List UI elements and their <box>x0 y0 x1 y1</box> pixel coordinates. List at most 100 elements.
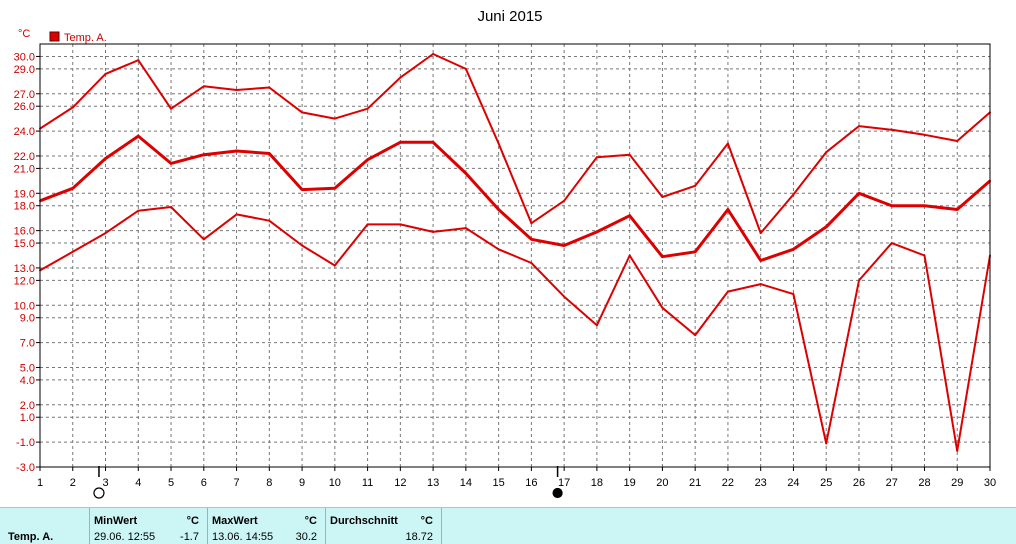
data-point-min <box>301 244 304 247</box>
x-tick-label: 4 <box>135 477 141 489</box>
data-point-min <box>857 279 860 282</box>
data-point-mean <box>628 214 631 217</box>
chart-title: Juni 2015 <box>477 8 542 25</box>
y-tick-label: -3.0 <box>16 462 35 474</box>
data-point-min <box>923 254 926 257</box>
y-tick-label: 19.0 <box>14 188 35 200</box>
min-value: -1.7 <box>180 531 199 543</box>
y-tick-label: 4.0 <box>20 375 35 387</box>
x-tick-label: 26 <box>853 477 865 489</box>
data-point-max <box>104 72 107 75</box>
data-point-max <box>628 153 631 156</box>
moon-markers <box>93 466 563 499</box>
y-axis-unit: °C <box>18 28 30 40</box>
y-tick-label: 24.0 <box>14 126 35 138</box>
data-point-min <box>792 293 795 296</box>
data-point-max <box>890 128 893 131</box>
data-point-max <box>694 184 697 187</box>
data-point-min <box>726 290 729 293</box>
max-unit: °C <box>304 515 317 527</box>
x-tick-label: 12 <box>394 477 406 489</box>
data-point-min <box>694 334 697 337</box>
data-point-min <box>170 205 173 208</box>
y-tick-label: 7.0 <box>20 338 35 350</box>
y-tick-label: 13.0 <box>14 263 35 275</box>
avg-value: 18.72 <box>405 531 433 543</box>
x-tick-label: 15 <box>492 477 504 489</box>
y-tick-label: 5.0 <box>20 362 35 374</box>
data-point-min <box>432 230 435 233</box>
y-tick-label: 10.0 <box>14 300 35 312</box>
data-point-mean <box>563 244 566 247</box>
data-point-min <box>595 324 598 327</box>
x-tick-label: 14 <box>460 477 472 489</box>
data-point-mean <box>497 208 500 211</box>
data-point-min <box>268 219 271 222</box>
statistics-bar: Temp. A. MinWert °C 29.06. 12:55 -1.7 Ma… <box>0 507 1016 544</box>
y-tick-label: 12.0 <box>14 275 35 287</box>
data-point-min <box>956 449 959 452</box>
data-point-max <box>268 86 271 89</box>
data-point-min <box>366 223 369 226</box>
stats-series-label: Temp. A. <box>8 531 54 543</box>
min-datetime: 29.06. 12:55 <box>94 531 156 543</box>
data-point-mean <box>595 230 598 233</box>
stats-max-cell: MaxWert °C 13.06. 14:55 30.2 <box>208 508 326 544</box>
y-tick-label: 29.0 <box>14 64 35 76</box>
data-point-mean <box>104 157 107 160</box>
y-tick-label: -1.0 <box>16 437 35 449</box>
y-tick-label: 15.0 <box>14 238 35 250</box>
x-tick-label: 28 <box>918 477 930 489</box>
data-point-max <box>563 199 566 202</box>
data-point-mean <box>202 153 205 156</box>
data-point-mean <box>661 255 664 258</box>
data-point-max <box>792 193 795 196</box>
data-point-max <box>333 117 336 120</box>
x-tick-label: 20 <box>656 477 668 489</box>
x-tick-label: 21 <box>689 477 701 489</box>
legend-label: Temp. A. <box>64 32 107 44</box>
data-point-max <box>202 85 205 88</box>
data-point-max <box>170 107 173 110</box>
data-point-max <box>235 89 238 92</box>
data-point-max <box>399 76 402 79</box>
data-point-min <box>333 264 336 267</box>
data-point-mean <box>432 141 435 144</box>
x-tick-label: 1 <box>37 477 43 489</box>
data-point-mean <box>825 225 828 228</box>
data-point-min <box>497 248 500 251</box>
data-point-mean <box>792 248 795 251</box>
x-tick-label: 7 <box>233 477 239 489</box>
plot-frame <box>39 43 991 468</box>
data-point-max <box>726 142 729 145</box>
x-tick-labels: 1 2 3 4 5 6 7 8 9 10 11 12 13 14 15 16 17 18 19 20 21 22 23 24 2… <box>37 467 996 489</box>
data-point-mean <box>137 135 140 138</box>
x-tick-label: 11 <box>362 477 373 489</box>
series-layer <box>39 52 991 452</box>
data-point-mean <box>956 208 959 211</box>
data-point-max <box>595 156 598 159</box>
data-point-mean <box>301 188 304 191</box>
x-tick-label: 18 <box>591 477 603 489</box>
data-point-min <box>628 254 631 257</box>
max-datetime: 13.06. 14:55 <box>212 531 274 543</box>
data-point-max <box>530 222 533 225</box>
data-point-min <box>235 213 238 216</box>
x-tick-label: 23 <box>755 477 767 489</box>
data-point-min <box>399 223 402 226</box>
data-point-max <box>464 67 467 70</box>
x-tick-label: 30 <box>984 477 996 489</box>
x-tick-label: 29 <box>951 477 963 489</box>
min-unit: °C <box>186 515 199 527</box>
x-tick-label: 17 <box>558 477 570 489</box>
data-point-min <box>464 227 467 230</box>
data-point-max <box>497 142 500 145</box>
avg-unit: °C <box>420 515 433 527</box>
series-line-mean <box>39 134 991 262</box>
data-point-mean <box>726 208 729 211</box>
data-point-min <box>759 283 762 286</box>
stats-avg-cell: Durchschnitt °C 18.72 <box>326 508 442 544</box>
y-tick-label: 27.0 <box>14 89 35 101</box>
data-point-mean <box>857 192 860 195</box>
data-point-mean <box>530 238 533 241</box>
